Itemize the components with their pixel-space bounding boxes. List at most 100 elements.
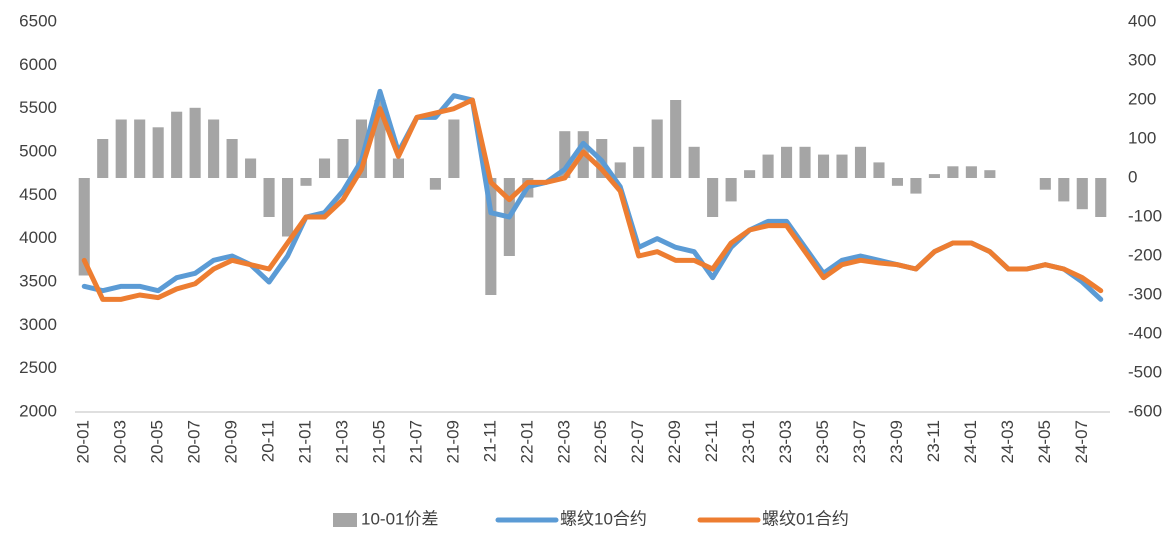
x-tick-label: 23-09	[887, 420, 906, 463]
x-tick-label: 22-05	[591, 420, 610, 463]
bar	[633, 146, 645, 178]
x-tick-label: 23-05	[813, 420, 832, 463]
y-tick-label: 6500	[19, 11, 57, 30]
y-tick-label: 4500	[19, 185, 57, 204]
bar	[762, 154, 774, 178]
bar	[429, 178, 441, 190]
x-tick-label: 20-07	[185, 420, 204, 463]
bar	[300, 178, 312, 186]
x-tick-label: 22-03	[554, 420, 573, 463]
bar	[947, 166, 959, 178]
x-tick-label: 24-05	[1035, 420, 1054, 463]
line	[81, 88, 1104, 302]
bar	[670, 100, 682, 178]
y2-tick-label: -100	[1128, 206, 1162, 225]
bar	[651, 119, 663, 178]
y-tick-label: 5500	[19, 98, 57, 117]
bar	[817, 154, 830, 178]
bar	[873, 162, 885, 178]
bar	[910, 178, 922, 194]
bar	[1058, 178, 1070, 202]
y2-tick-label: 0	[1128, 167, 1137, 186]
bar	[799, 146, 811, 178]
x-tick-label: 21-01	[296, 420, 315, 463]
bar	[984, 170, 996, 178]
bar	[614, 162, 626, 178]
x-tick-label: 20-05	[148, 420, 167, 463]
bar	[318, 158, 331, 178]
bar	[485, 178, 497, 295]
bar	[189, 107, 201, 178]
x-tick-label: 21-07	[406, 420, 425, 463]
x-tick-label: 20-03	[111, 420, 130, 463]
bar	[928, 174, 940, 178]
bar	[1039, 178, 1051, 190]
bar	[115, 119, 127, 178]
bar	[1095, 178, 1107, 217]
y2-tick-label: 200	[1128, 89, 1156, 108]
bar	[152, 127, 164, 178]
y2-tick-label: 300	[1128, 50, 1156, 69]
x-tick-label: 23-03	[776, 420, 795, 463]
bar	[245, 158, 257, 178]
bar	[707, 178, 719, 217]
bar	[781, 146, 793, 178]
bar	[226, 139, 238, 178]
bar	[725, 178, 737, 202]
x-tick-label: 22-07	[628, 420, 647, 463]
y-tick-label: 2500	[19, 358, 57, 377]
x-tick-label: 23-01	[739, 420, 758, 463]
y2-tick-label: -500	[1128, 362, 1162, 381]
y-tick-label: 2000	[19, 401, 57, 420]
legend-label: 螺纹10合约	[560, 509, 647, 528]
bar	[263, 178, 275, 217]
x-tick-label: 20-09	[222, 420, 241, 463]
bar	[282, 178, 294, 237]
bar	[337, 139, 349, 178]
y2-tick-label: -600	[1128, 401, 1162, 420]
y-tick-label: 3000	[19, 315, 57, 334]
x-tick-label: 24-03	[998, 420, 1017, 463]
bar	[1076, 178, 1088, 210]
bar	[171, 111, 183, 178]
bar	[854, 146, 867, 178]
bar	[374, 100, 386, 178]
legend-swatch	[333, 513, 357, 527]
y2-tick-label: -300	[1128, 284, 1162, 303]
y-tick-label: 5000	[19, 141, 57, 160]
x-tick-label: 21-05	[369, 420, 388, 463]
legend-label: 10-01价差	[361, 509, 438, 528]
bar	[355, 119, 368, 178]
bar	[208, 119, 220, 178]
x-tick-label: 20-11	[259, 420, 278, 462]
line	[81, 97, 1104, 302]
y-tick-label: 3500	[19, 271, 57, 290]
x-tick-label: 22-01	[517, 420, 536, 463]
bar	[744, 170, 756, 178]
bar	[134, 119, 146, 178]
y-tick-label: 6000	[19, 55, 57, 74]
bar	[836, 154, 848, 178]
x-tick-label: 23-07	[850, 420, 869, 463]
bar	[891, 178, 903, 186]
bar	[78, 178, 90, 276]
x-tick-label: 24-07	[1072, 420, 1091, 463]
x-tick-label: 20-01	[74, 420, 93, 463]
x-tick-label: 21-03	[332, 420, 351, 463]
bar	[559, 131, 571, 178]
x-tick-label: 22-09	[665, 420, 684, 463]
y2-tick-label: -200	[1128, 245, 1162, 264]
bar	[965, 166, 977, 178]
y2-tick-label: -400	[1128, 323, 1162, 342]
y2-tick-label: 400	[1128, 11, 1156, 30]
y2-tick-label: 100	[1128, 128, 1156, 147]
x-tick-label: 23-11	[924, 420, 943, 462]
bar	[448, 119, 460, 178]
x-tick-label: 21-11	[480, 420, 499, 462]
bar	[392, 158, 404, 178]
x-tick-label: 22-11	[702, 420, 721, 462]
legend-label: 螺纹01合约	[762, 509, 849, 528]
x-tick-label: 24-01	[961, 420, 980, 463]
bar	[97, 139, 109, 178]
